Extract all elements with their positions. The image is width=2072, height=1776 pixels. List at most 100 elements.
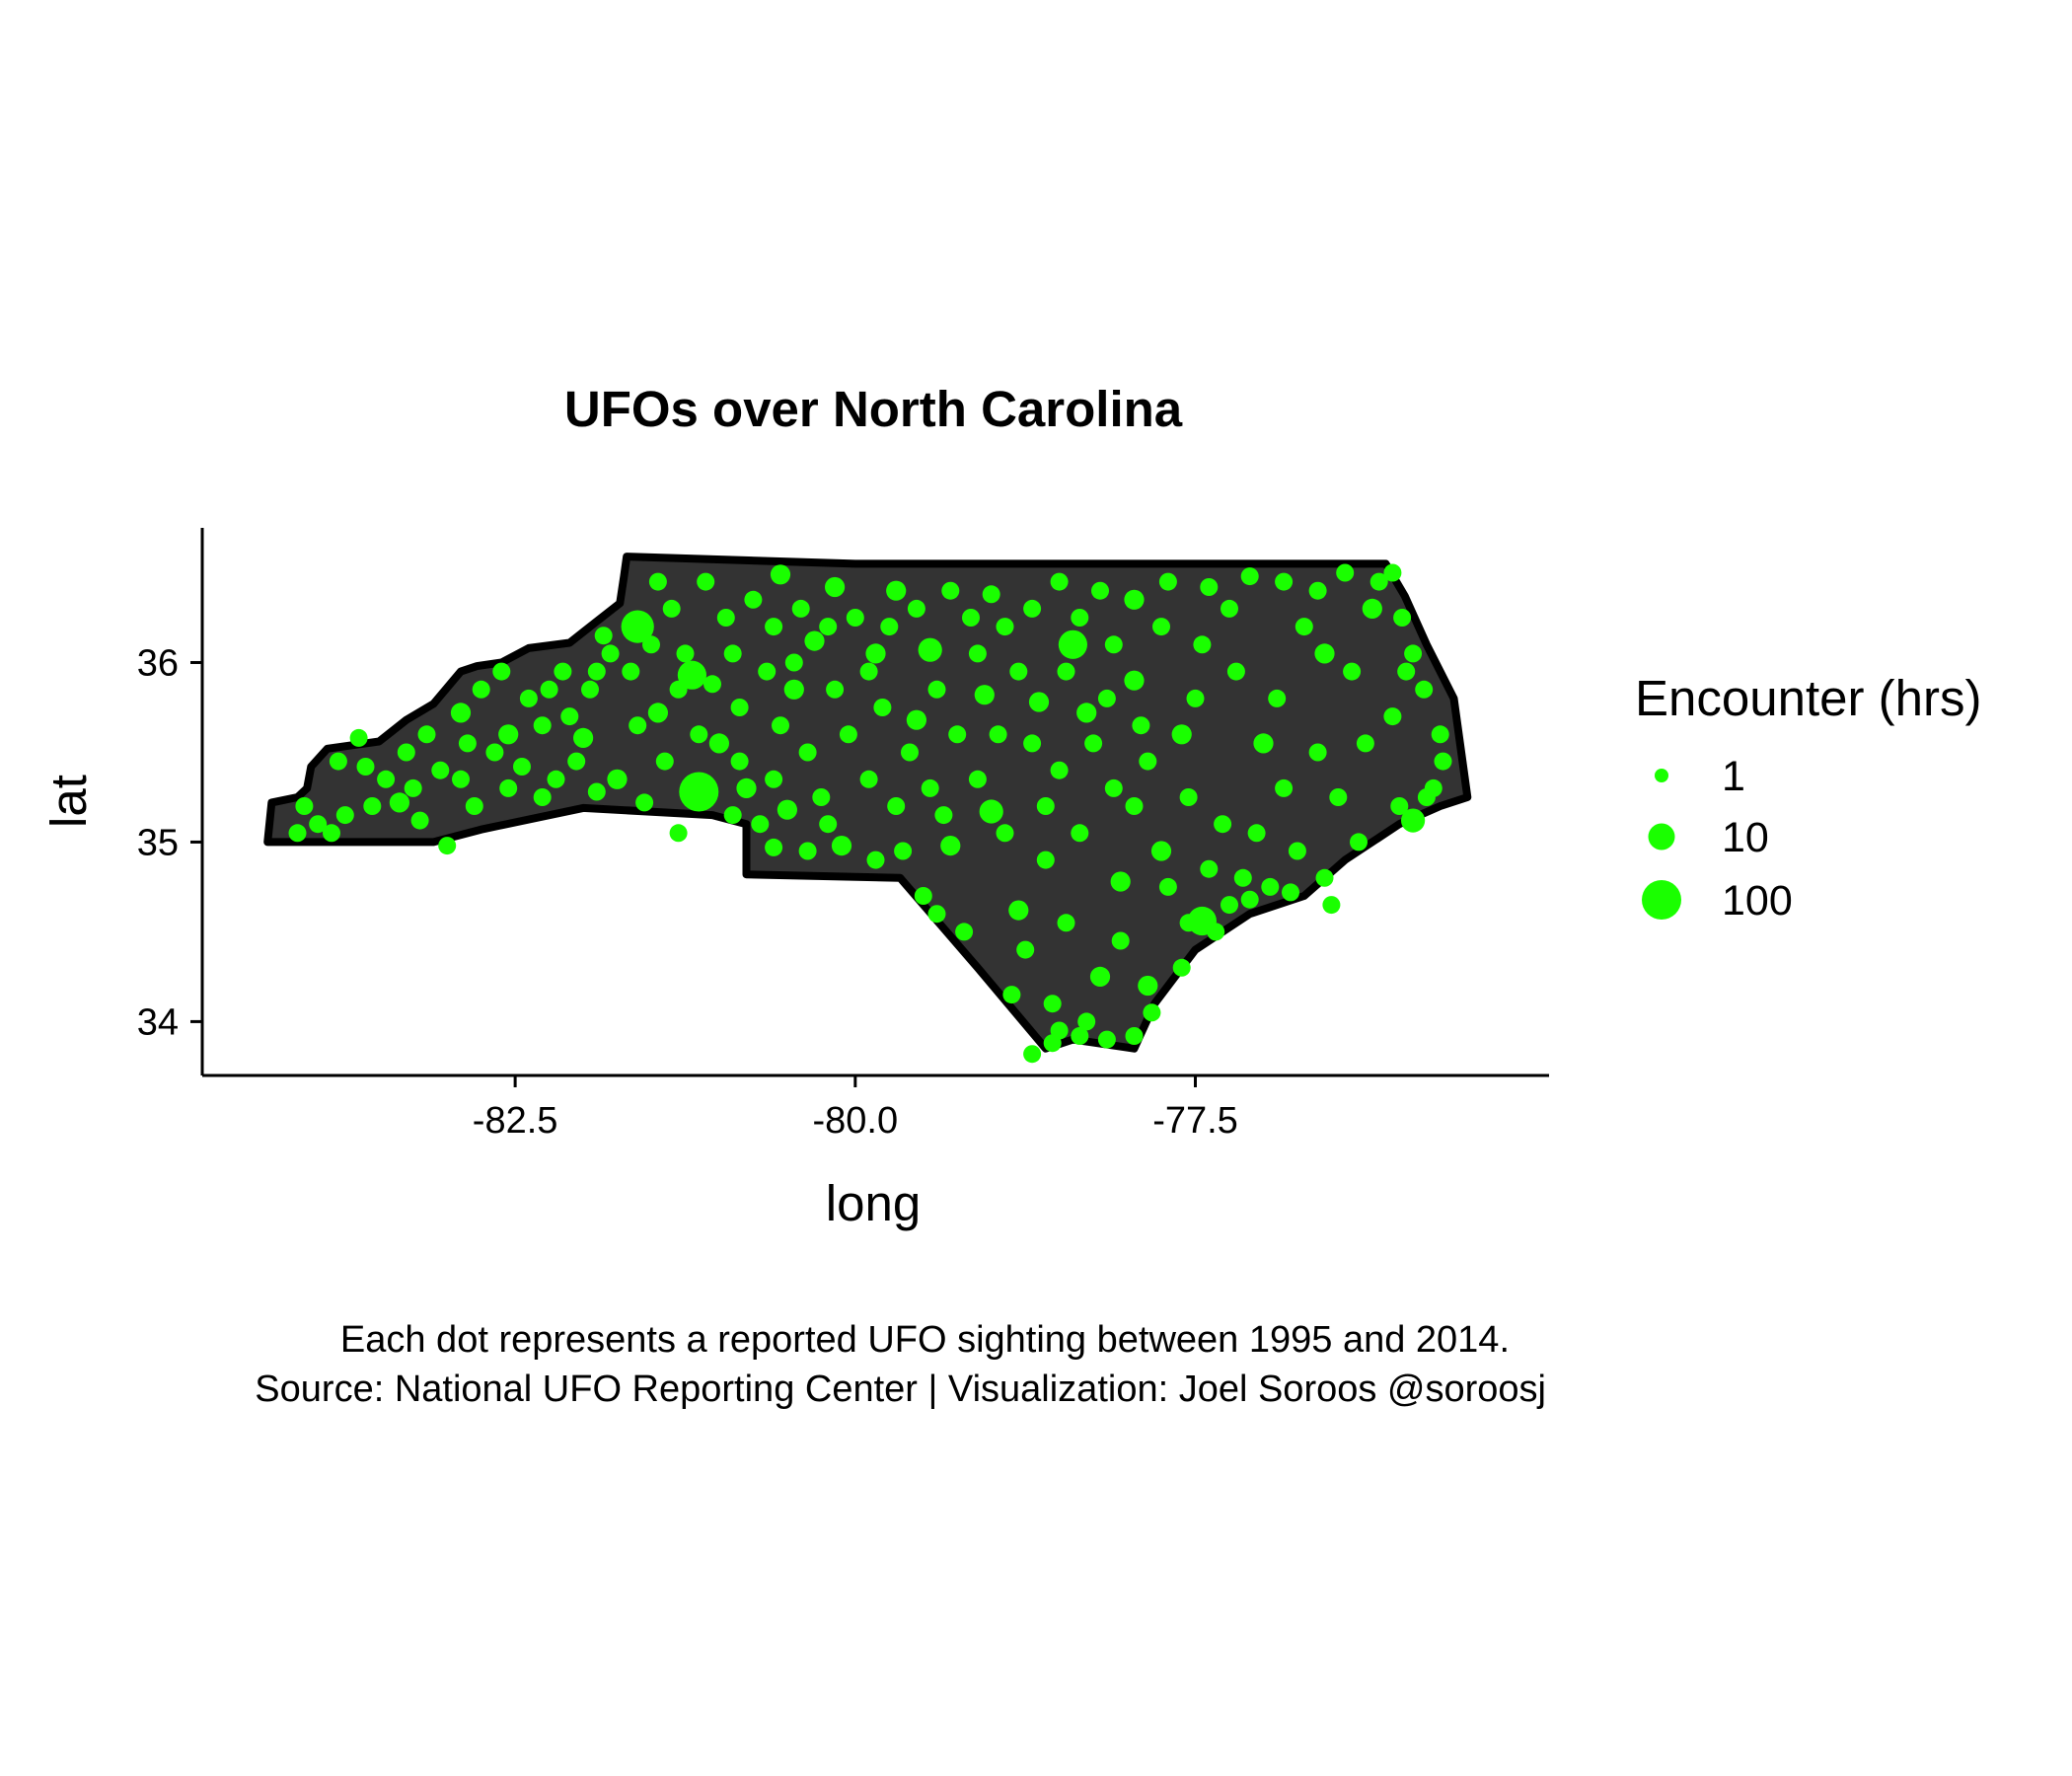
sighting-point (918, 637, 942, 662)
sighting-point (410, 811, 429, 830)
sighting-point (1431, 725, 1449, 744)
sighting-point (655, 752, 674, 771)
sighting-point (1036, 851, 1055, 869)
sighting-point (1397, 662, 1416, 681)
sighting-point (839, 725, 857, 744)
sighting-point (1171, 724, 1192, 745)
sighting-point (825, 576, 846, 598)
legend-label: 10 (1722, 814, 1769, 861)
sighting-point (791, 599, 810, 618)
sighting-point (1226, 662, 1245, 681)
sighting-point (601, 644, 620, 663)
sighting-point (1295, 618, 1313, 636)
sighting-point (1057, 914, 1075, 932)
sighting-point (1193, 635, 1212, 654)
y-tick-label: 36 (137, 642, 179, 684)
sighting-point (1390, 797, 1409, 815)
sighting-point (1350, 833, 1368, 851)
sighting-point (1132, 716, 1150, 735)
sighting-point (1050, 761, 1069, 779)
caption-line-1: Each dot represents a reported UFO sight… (340, 1319, 1510, 1361)
sighting-point (1071, 609, 1089, 627)
sighting-point (587, 782, 606, 801)
y-axis-ticks: 34 35 36 (137, 642, 202, 1043)
sighting-point (607, 769, 628, 789)
sighting-point (819, 618, 838, 636)
sighting-point (1179, 914, 1198, 932)
sighting-point (587, 662, 606, 681)
sighting-point (1221, 896, 1238, 915)
sighting-point (1043, 995, 1062, 1013)
sighting-point (758, 662, 777, 681)
sighting-point (472, 680, 490, 699)
sighting-point (1179, 788, 1198, 806)
sighting-point (1016, 940, 1035, 959)
sighting-point (1050, 1021, 1069, 1040)
sighting-point (1240, 890, 1259, 909)
x-axis-ticks: -82.5 -80.0 -77.5 (473, 1075, 1238, 1142)
sighting-point (914, 887, 932, 905)
sighting-point (887, 797, 906, 815)
sighting-point (1002, 986, 1021, 1004)
sighting-point (772, 716, 789, 735)
sighting-point (921, 778, 939, 797)
sighting-point (554, 662, 572, 681)
y-axis-title: lat (40, 775, 97, 828)
sighting-point (1057, 662, 1075, 681)
sighting-point (812, 788, 831, 806)
sighting-point (431, 761, 450, 779)
sighting-point (751, 815, 770, 834)
sighting-point (1240, 567, 1259, 586)
sighting-point (1076, 703, 1097, 723)
sighting-point (499, 778, 518, 797)
x-tick-label: -77.5 (1152, 1100, 1238, 1142)
sighting-point (1050, 572, 1069, 591)
sighting-point (1329, 788, 1348, 806)
sighting-point (1172, 958, 1191, 977)
sighting-point (1282, 883, 1299, 902)
sighting-point (1343, 662, 1362, 681)
sighting-point (996, 618, 1014, 636)
sighting-point (730, 699, 749, 716)
chart-title: UFOs over North Carolina (564, 381, 1183, 437)
sighting-point (819, 815, 838, 834)
sighting-point (859, 662, 878, 681)
sighting-point (1336, 563, 1355, 582)
sighting-point (547, 770, 565, 788)
y-tick-label: 34 (137, 1001, 179, 1043)
sighting-point (1268, 689, 1287, 707)
sighting-point (1261, 877, 1280, 896)
sighting-point (1104, 778, 1123, 797)
sighting-point (865, 643, 886, 664)
legend-key (1655, 769, 1668, 782)
sighting-point (826, 680, 845, 699)
sighting-point (498, 724, 519, 745)
sighting-point (1110, 871, 1131, 892)
sighting-point (907, 599, 925, 618)
sighting-point (873, 699, 892, 716)
sighting-point (594, 627, 613, 645)
sighting-point (1221, 599, 1238, 618)
sighting-point (329, 752, 347, 771)
sighting-point (927, 680, 946, 699)
sighting-point (1393, 609, 1412, 627)
sighting-point (1404, 644, 1423, 663)
sighting-point (1200, 859, 1219, 878)
sighting-point (622, 662, 640, 681)
plot-area (263, 553, 1472, 1064)
sighting-point (1308, 743, 1327, 762)
sighting-point (648, 572, 667, 591)
sighting-point (356, 758, 375, 776)
sighting-point (934, 806, 953, 825)
sighting-point (1058, 629, 1087, 659)
sighting-point (458, 734, 477, 753)
sighting-point (1089, 966, 1111, 988)
sighting-point (669, 680, 688, 699)
sighting-point (288, 824, 307, 843)
sighting-point (968, 770, 987, 788)
sighting-point (736, 777, 757, 799)
sighting-point (1139, 752, 1157, 771)
sighting-point (567, 752, 586, 771)
sighting-point (363, 797, 382, 815)
sighting-point (948, 725, 967, 744)
